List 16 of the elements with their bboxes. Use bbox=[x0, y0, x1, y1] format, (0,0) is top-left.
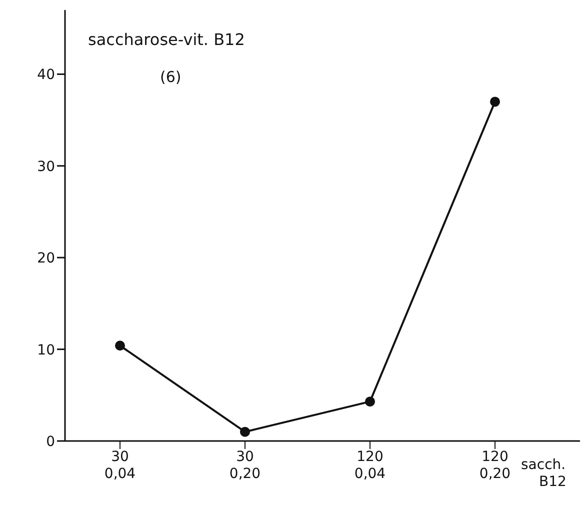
text: saccharose-vit. B12 bbox=[88, 30, 245, 49]
point bbox=[240, 426, 250, 437]
x-tick-label: 120 0,20 bbox=[479, 449, 511, 482]
y-tick-label: 40 bbox=[37, 67, 55, 84]
point bbox=[115, 340, 125, 351]
x-tick-label: 120 0,04 bbox=[354, 449, 386, 482]
x-tick-label: 30 0,20 bbox=[229, 449, 261, 482]
y-tick-label: 10 bbox=[37, 342, 55, 358]
y-tick-label: 20 bbox=[37, 250, 55, 267]
x-axis-title: sacch. B12 bbox=[521, 457, 566, 491]
point bbox=[490, 96, 500, 107]
point bbox=[365, 396, 375, 407]
y-tick-label: 30 bbox=[37, 158, 55, 175]
text: (6) bbox=[160, 68, 182, 86]
y-tick-label: 0 bbox=[46, 434, 55, 450]
x-tick-label: 30 0,04 bbox=[104, 449, 136, 482]
